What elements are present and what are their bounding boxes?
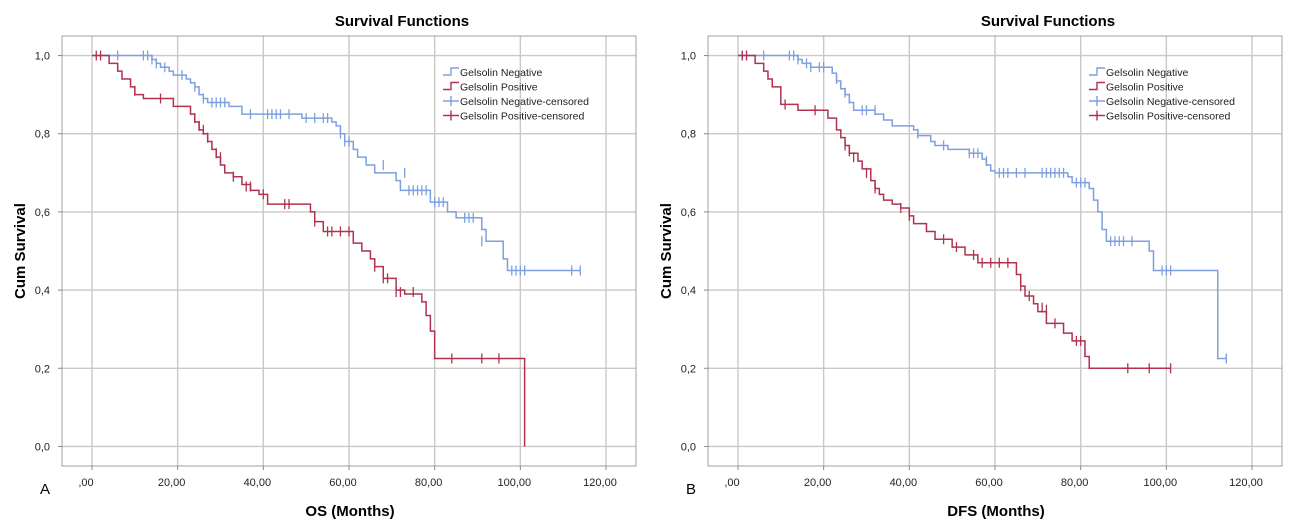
- y-axis-label: Cum Survival: [12, 203, 29, 299]
- y-tick-label: 0,6: [35, 207, 50, 219]
- gelsolin-negative-survival-line: [737, 54, 1227, 360]
- legend-censored-swatch: [443, 110, 459, 121]
- x-tick-label: ,00: [724, 477, 739, 489]
- x-tick-label: 100,00: [498, 477, 532, 489]
- panel-label: B: [686, 481, 696, 498]
- panel-label: A: [40, 481, 50, 498]
- legend-label: Gelsolin Positive-censored: [1106, 111, 1230, 123]
- x-tick-label: ,00: [78, 477, 93, 489]
- legend-label: Gelsolin Negative-censored: [460, 96, 589, 108]
- y-tick-label: 0,2: [35, 363, 50, 375]
- x-tick-label: 20,00: [804, 477, 832, 489]
- legend-label: Gelsolin Positive-censored: [460, 111, 584, 123]
- x-tick-label: 40,00: [890, 477, 918, 489]
- gelsolin-positive-survival-line: [737, 54, 1171, 370]
- legend-censored-swatch: [1089, 96, 1105, 106]
- legend-label: Gelsolin Negative: [460, 67, 542, 79]
- legend-label: Gelsolin Positive: [1106, 82, 1184, 94]
- y-axis-label: Cum Survival: [658, 203, 675, 299]
- gelsolin-negative-survival-line: [91, 54, 581, 272]
- legend-line-swatch: [1089, 67, 1105, 76]
- km-chart-dfs: ,00 20,00 40,00 60,00 80,00 100,00 120,00 0,0 0,…: [646, 0, 1291, 520]
- legend-label: Gelsolin Negative-censored: [1106, 96, 1235, 108]
- km-chart-os: ,00 20,00 40,00 60,00 80,00 100,00 120,00 0,0 0,…: [0, 0, 645, 520]
- x-tick-label: 60,00: [329, 477, 357, 489]
- legend-label: Gelsolin Positive: [460, 82, 538, 94]
- os-survival-chart: ,00 20,00 40,00 60,00 80,00 100,00 120,00 0,0 0,…: [12, 13, 637, 520]
- chart-title: Survival Functions: [981, 13, 1115, 30]
- x-tick-label: 120,00: [583, 477, 617, 489]
- x-tick-label: 40,00: [244, 477, 272, 489]
- chart-title: Survival Functions: [335, 13, 469, 30]
- legend-line-swatch: [443, 67, 459, 76]
- y-tick-label: 0,8: [681, 129, 696, 141]
- legend-censored-swatch: [443, 96, 459, 106]
- y-tick-label: 0,0: [681, 441, 696, 453]
- x-axis-label: DFS (Months): [947, 503, 1044, 520]
- y-tick-label: 0,6: [681, 207, 696, 219]
- y-tick-label: 0,4: [35, 285, 50, 297]
- y-tick-label: 0,2: [681, 363, 696, 375]
- x-tick-label: 60,00: [975, 477, 1003, 489]
- legend-line-swatch: [443, 81, 459, 91]
- y-tick-label: 1,0: [681, 51, 696, 63]
- y-tick-label: 0,4: [681, 285, 696, 297]
- y-tick-label: 1,0: [35, 51, 50, 63]
- y-tick-label: 0,0: [35, 441, 50, 453]
- legend-censored-swatch: [1089, 110, 1105, 121]
- dfs-survival-chart: ,00 20,00 40,00 60,00 80,00 100,00 120,00 0,0 0,…: [658, 13, 1283, 520]
- x-tick-label: 20,00: [158, 477, 186, 489]
- y-tick-label: 0,8: [35, 129, 50, 141]
- x-tick-label: 80,00: [1061, 477, 1089, 489]
- legend-line-swatch: [1089, 81, 1105, 91]
- x-axis-label: OS (Months): [305, 503, 394, 520]
- x-tick-label: 100,00: [1144, 477, 1178, 489]
- x-tick-label: 120,00: [1229, 477, 1263, 489]
- x-tick-label: 80,00: [415, 477, 443, 489]
- legend-label: Gelsolin Negative: [1106, 67, 1188, 79]
